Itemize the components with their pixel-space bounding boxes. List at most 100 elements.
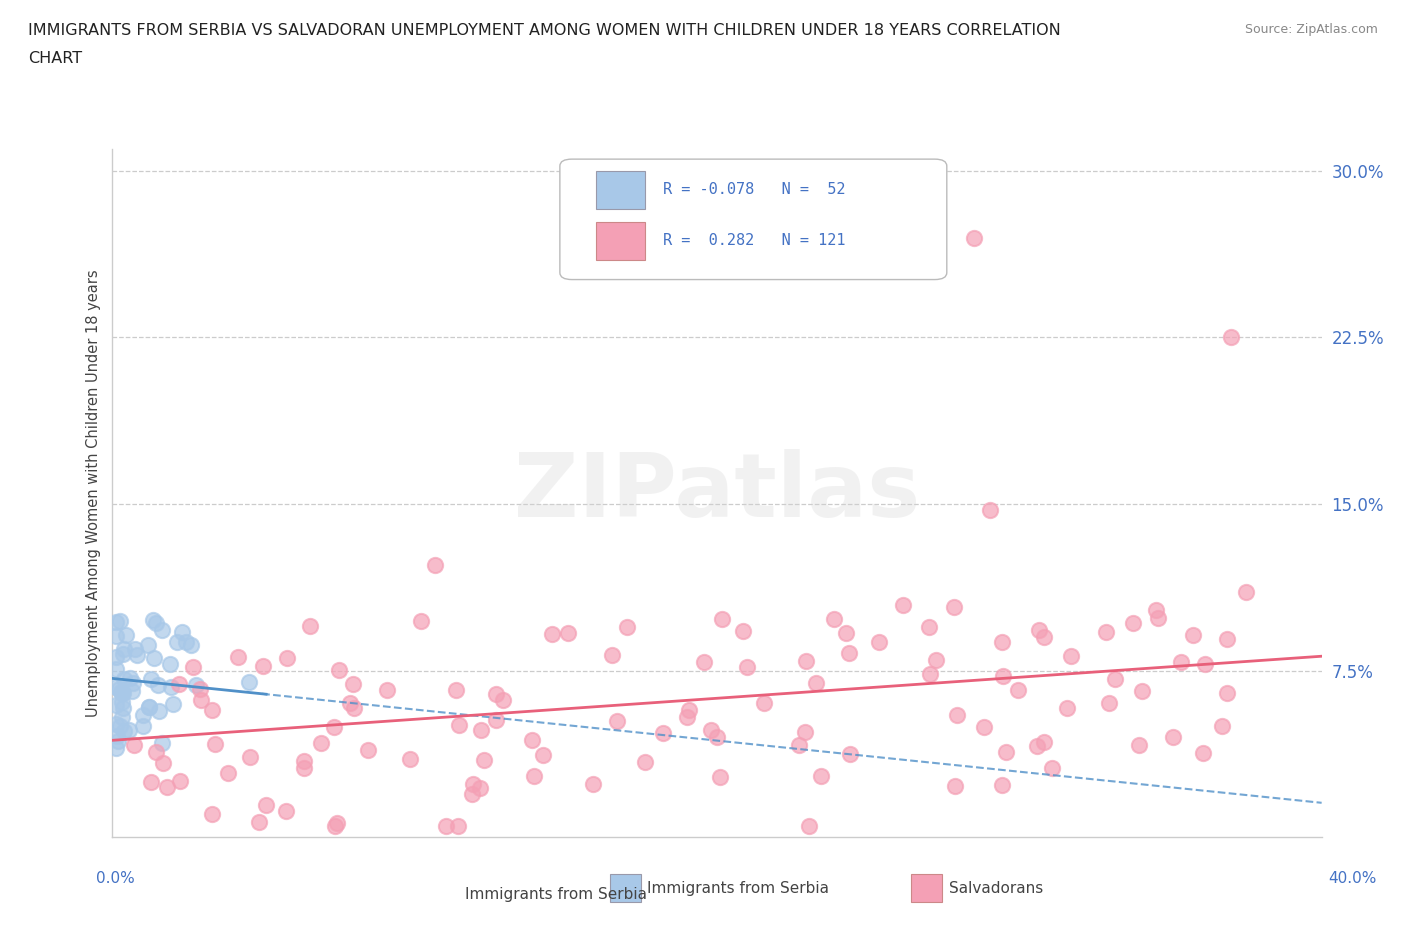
Point [752, 696, 775, 711]
Point [114, 724, 136, 738]
Point [492, 693, 515, 708]
Text: Immigrants from Serbia: Immigrants from Serbia [465, 887, 647, 902]
Point [706, 729, 728, 744]
Point [731, 624, 754, 639]
Point [995, 744, 1018, 759]
Point [1215, 631, 1237, 646]
Point [104, 698, 127, 712]
Point [991, 635, 1014, 650]
Point [868, 635, 890, 650]
Point [693, 655, 716, 670]
Point [918, 619, 941, 634]
Point [1098, 695, 1121, 710]
Point [169, 774, 191, 789]
Point [127, 648, 149, 663]
Point [485, 686, 508, 701]
Point [152, 755, 174, 770]
Point [838, 646, 860, 661]
Point [325, 818, 347, 833]
Text: ZIPatlas: ZIPatlas [515, 449, 920, 537]
Text: Salvadorans: Salvadorans [949, 881, 1043, 896]
Point [520, 733, 543, 748]
Text: R = -0.078   N =  52: R = -0.078 N = 52 [662, 182, 845, 197]
Point [254, 798, 277, 813]
Point [409, 614, 432, 629]
Point [357, 742, 380, 757]
Point [322, 720, 344, 735]
Point [174, 634, 197, 649]
Bar [610, 874, 641, 902]
Point [485, 712, 508, 727]
Point [1211, 719, 1233, 734]
Point [108, 681, 131, 696]
Point [342, 676, 364, 691]
Point [108, 719, 131, 734]
Point [160, 680, 183, 695]
Point [711, 611, 734, 626]
Point [1147, 610, 1170, 625]
Point [184, 677, 207, 692]
Point [991, 669, 1014, 684]
Point [299, 618, 322, 633]
Bar [911, 874, 942, 902]
Point [1060, 648, 1083, 663]
Point [797, 818, 820, 833]
Point [105, 728, 128, 743]
Point [943, 599, 966, 614]
Point [1144, 603, 1167, 618]
Point [676, 710, 699, 724]
Point [104, 717, 127, 732]
Point [274, 804, 297, 818]
Point [121, 684, 143, 698]
Point [105, 629, 128, 644]
Point [990, 777, 1012, 792]
Point [150, 622, 173, 637]
Text: Immigrants from Serbia: Immigrants from Serbia [647, 881, 828, 896]
Point [141, 671, 163, 686]
Point [122, 676, 145, 691]
Point [806, 675, 828, 690]
Point [112, 671, 135, 686]
Point [115, 628, 138, 643]
FancyBboxPatch shape [596, 222, 644, 259]
Point [111, 695, 134, 710]
Point [557, 626, 579, 641]
Point [600, 648, 623, 663]
Y-axis label: Unemployment Among Women with Children Under 18 years: Unemployment Among Women with Children U… [86, 269, 101, 717]
Point [104, 650, 127, 665]
Point [633, 754, 655, 769]
Point [651, 725, 673, 740]
Point [737, 659, 759, 674]
Point [328, 663, 350, 678]
Point [105, 662, 128, 677]
Point [606, 714, 628, 729]
FancyBboxPatch shape [596, 171, 644, 208]
Point [132, 719, 155, 734]
Point [124, 642, 146, 657]
Point [326, 816, 349, 830]
Point [920, 666, 942, 681]
Point [343, 700, 366, 715]
Point [118, 723, 141, 737]
Point [1234, 584, 1257, 599]
Point [1056, 700, 1078, 715]
Point [963, 230, 986, 245]
Point [252, 658, 274, 673]
Point [461, 787, 484, 802]
Point [810, 769, 832, 784]
Point [104, 740, 127, 755]
Point [1220, 330, 1243, 345]
Point [973, 719, 995, 734]
Point [1028, 623, 1050, 638]
Point [104, 679, 127, 694]
Point [104, 615, 127, 630]
Point [1040, 761, 1063, 776]
Point [1170, 655, 1192, 670]
Point [1216, 686, 1239, 701]
Point [122, 737, 145, 752]
Point [1122, 616, 1144, 631]
Point [150, 736, 173, 751]
Point [108, 614, 131, 629]
Point [155, 779, 177, 794]
Point [111, 685, 134, 700]
